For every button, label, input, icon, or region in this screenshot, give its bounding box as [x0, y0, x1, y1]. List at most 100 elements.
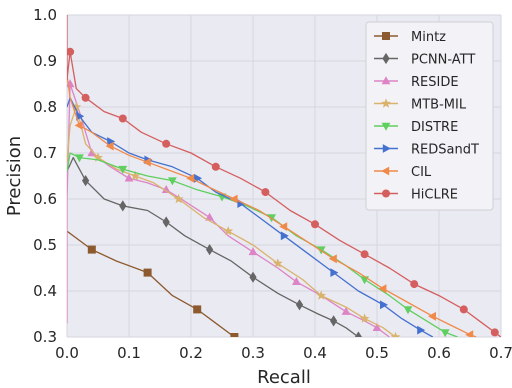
triangle-right-marker [107, 137, 116, 146]
legend-item-pcnn-att: PCNN-ATT [374, 53, 475, 68]
triangle-left-marker [186, 173, 195, 183]
square-marker [193, 305, 202, 314]
legend-item-mtb-mil: MTB-MIL [374, 98, 467, 113]
triangle-left-marker [378, 284, 387, 294]
triangle-down-marker [75, 154, 84, 163]
series-line-cil [67, 74, 477, 337]
y-tick-label: 1.0 [33, 6, 57, 24]
circle-marker [162, 139, 171, 148]
triangle-up-marker [87, 148, 97, 157]
triangle-up-marker [372, 323, 382, 331]
legend-item-hiclre: HiCLRE [374, 188, 458, 203]
triangle-left-marker [381, 166, 390, 176]
series-layer [67, 15, 501, 337]
x-tick-label: 0.4 [303, 344, 327, 362]
triangle-down-marker [381, 122, 391, 131]
x-tick-label: 0.6 [427, 344, 451, 362]
legend-item-mintz: Mintz [374, 30, 446, 45]
series-mtb-mil [67, 101, 401, 337]
triangle-right-marker [280, 231, 289, 241]
circle-marker [211, 162, 220, 171]
x-tick-label: 0.5 [365, 344, 389, 362]
y-tick-labels: 0.3 0.4 0.5 0.6 0.7 0.8 0.9 1.0 [33, 6, 57, 346]
square-marker [143, 268, 152, 277]
triangle-up-marker [341, 306, 351, 315]
triangle-up-marker [292, 277, 301, 285]
diamond-marker [162, 216, 170, 228]
circle-marker [490, 328, 499, 337]
triangle-up-marker [381, 76, 391, 85]
y-tick-label: 0.4 [33, 282, 57, 300]
y-tick-label: 0.3 [33, 328, 57, 346]
triangle-left-marker [142, 157, 151, 167]
triangle-down-marker [118, 165, 128, 174]
legend-label: CIL [411, 165, 432, 180]
y-axis-label: Precision [4, 136, 25, 216]
legend-label: HiCLRE [411, 188, 458, 203]
circle-marker [81, 93, 90, 102]
legend-box [365, 21, 494, 211]
legend: Mintz PCNN-ATT RESIDE MTB-MIL DISTRE REDSandT… [365, 21, 494, 211]
legend-label: DISTRE [411, 120, 458, 135]
triangle-left-marker [465, 330, 474, 337]
triangle-down-marker [168, 177, 177, 186]
triangle-left-marker [428, 311, 436, 321]
diamond-marker [82, 175, 90, 187]
series-hiclre [67, 15, 501, 337]
x-tick-label: 0.7 [489, 344, 512, 362]
star-marker [381, 98, 391, 108]
series-mintz [67, 230, 239, 337]
y-tick-label: 0.5 [33, 236, 57, 254]
square-marker [382, 32, 390, 40]
star-marker [359, 313, 370, 323]
y-tick-label: 0.7 [33, 144, 57, 162]
triangle-up-marker [124, 173, 134, 182]
series-line-mtb-mil [67, 106, 396, 337]
star-marker [71, 101, 82, 112]
legend-item-cil: CIL [374, 165, 432, 180]
triangle-up-marker [205, 212, 214, 221]
circle-marker [261, 188, 270, 197]
y-tick-label: 0.6 [33, 190, 57, 208]
triangle-left-marker [328, 254, 337, 264]
series-pcnn-att [67, 156, 362, 337]
triangle-right-marker [76, 111, 85, 121]
y-tick-label: 0.8 [33, 98, 57, 116]
triangle-right-marker [382, 144, 391, 153]
diamond-marker [249, 271, 257, 283]
triangle-right-marker [417, 325, 426, 335]
series-cil [67, 74, 477, 337]
circle-marker [382, 189, 390, 198]
triangle-right-marker [380, 300, 388, 310]
square-marker [87, 245, 96, 254]
x-axis-label: Recall [257, 367, 311, 388]
diamond-marker [330, 315, 338, 327]
circle-marker [459, 305, 468, 314]
legend-label: RESIDE [411, 75, 459, 90]
legend-item-distre: DISTRE [374, 120, 458, 135]
legend-label: MTB-MIL [411, 98, 467, 113]
circle-marker [360, 250, 369, 259]
star-marker [93, 152, 103, 162]
x-tick-labels: 0.0 0.1 0.2 0.3 0.4 0.5 0.6 0.7 [55, 344, 512, 362]
circle-marker [67, 47, 75, 56]
triangle-left-marker [279, 222, 288, 231]
circle-marker [410, 280, 419, 289]
diamond-marker [206, 244, 214, 256]
x-tick-label: 0.0 [55, 344, 79, 362]
star-marker [390, 331, 401, 337]
triangle-up-marker [161, 185, 171, 193]
star-marker [130, 170, 141, 181]
legend-label: Mintz [411, 30, 446, 45]
star-marker [223, 226, 234, 236]
y-tick-label: 0.9 [33, 52, 57, 70]
x-tick-label: 0.3 [241, 344, 265, 362]
circle-marker [118, 114, 127, 123]
triangle-down-marker [440, 329, 450, 337]
triangle-down-marker [403, 306, 413, 315]
legend-label: REDSandT [411, 143, 479, 158]
circle-marker [311, 220, 319, 229]
triangle-up-marker [248, 247, 258, 256]
diamond-marker [295, 299, 304, 311]
